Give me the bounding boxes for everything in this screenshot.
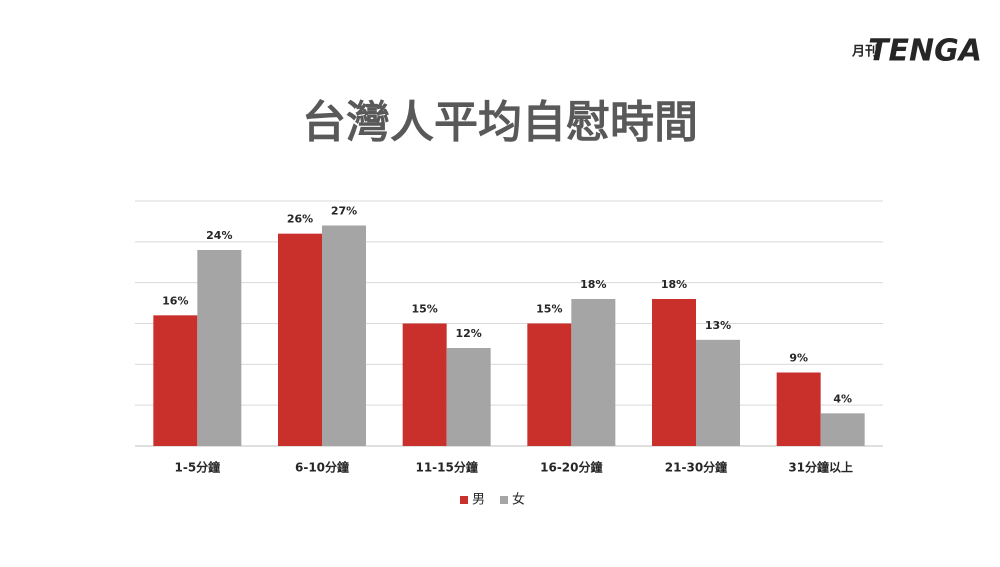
bar: [322, 225, 366, 446]
data-label: 26%: [287, 213, 313, 226]
x-tick-label: 1-5分鐘: [174, 460, 220, 475]
bar: [696, 339, 740, 446]
data-label: 12%: [455, 327, 481, 340]
data-label: 16%: [162, 294, 188, 307]
bar: [571, 299, 616, 446]
bar: [402, 323, 447, 446]
bar: [820, 413, 865, 446]
data-label: 24%: [206, 229, 232, 242]
data-label: 13%: [705, 319, 731, 332]
x-tick-label: 31分鐘以上: [788, 460, 853, 475]
legend-label: 女: [512, 492, 525, 508]
data-label: 9%: [789, 352, 808, 365]
bar: [278, 233, 322, 446]
bar: [153, 315, 198, 446]
legend-label: 男: [472, 493, 485, 508]
data-label: 18%: [661, 278, 687, 291]
x-tick-label: 21-30分鐘: [665, 460, 727, 475]
bar: [652, 299, 696, 446]
legend-swatch: [460, 496, 468, 504]
data-label: 15%: [536, 303, 562, 316]
bar: [527, 323, 572, 446]
legend-swatch: [500, 496, 508, 504]
bar: [776, 372, 821, 446]
bar: [446, 348, 491, 446]
bar: [197, 250, 242, 446]
data-label: 15%: [411, 303, 437, 316]
logo: TENGA: [868, 34, 982, 69]
data-label: 4%: [833, 392, 852, 405]
chart-title: 台灣人平均自慰時間: [302, 97, 698, 148]
logo-small: 月刊: [851, 45, 878, 60]
x-tick-label: 16-20分鐘: [540, 460, 602, 475]
data-label: 27%: [331, 205, 357, 218]
x-tick-label: 6-10分鐘: [295, 460, 349, 475]
x-tick-label: 11-15分鐘: [415, 460, 477, 475]
data-label: 18%: [580, 278, 606, 291]
